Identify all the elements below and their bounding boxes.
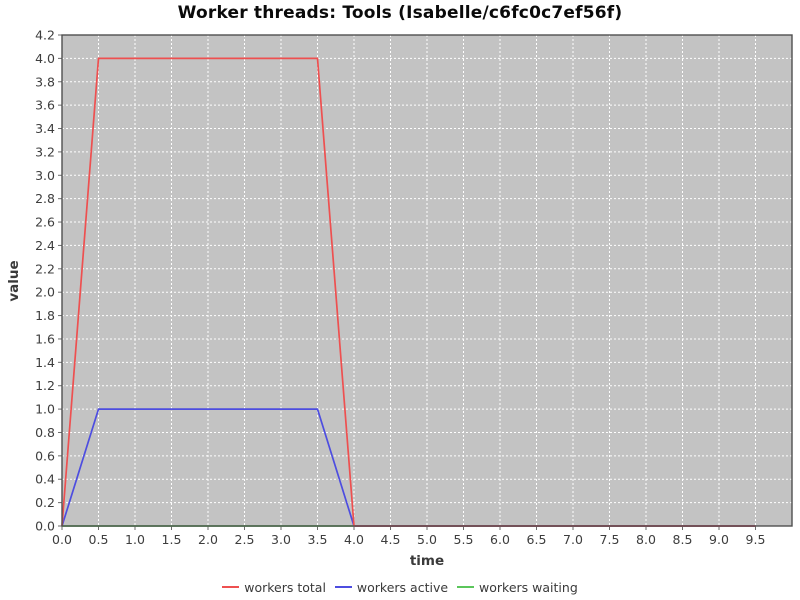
y-tick-label: 0.6 [35, 448, 55, 463]
y-tick-label: 1.6 [35, 331, 55, 346]
y-tick-label: 2.4 [35, 238, 55, 253]
y-tick-label: 0.2 [35, 495, 55, 510]
legend-item: workers active [334, 579, 449, 595]
legend-line-swatch [334, 586, 352, 588]
legend-label: workers active [356, 579, 449, 595]
x-axis-title: time [409, 553, 445, 569]
x-tick-label: 0.0 [52, 532, 72, 547]
chart-title: Worker threads: Tools (Isabelle/c6fc0c7e… [177, 3, 623, 23]
plot-canvas: 0.0 0.5 1.0 1.5 2.0 2.5 3.0 3.5 4.0 4.5 5.0 5.5 6.0 6… [35, 28, 793, 547]
y-tick-label: 1.0 [35, 402, 55, 417]
x-tick-label: 8.5 [673, 532, 693, 547]
x-tick-label: 2.5 [235, 532, 255, 547]
x-tick-label: 2.0 [198, 532, 218, 547]
y-axis-title: value [6, 260, 22, 302]
x-tick-label: 8.0 [636, 532, 656, 547]
legend-item: workers total [222, 580, 326, 595]
legend-line-swatch [457, 586, 475, 588]
y-tick-label: 2.0 [35, 285, 55, 300]
x-tick-label: 7.0 [563, 532, 583, 547]
x-tick-label: 4.0 [344, 532, 364, 547]
legend-label: workers waiting [479, 579, 578, 595]
y-tick-label: 2.2 [35, 261, 55, 276]
x-tick-label: 1.5 [162, 532, 182, 547]
y-tick-label: 3.8 [35, 74, 55, 89]
y-tick-label: 3.4 [35, 121, 55, 136]
y-tick-label: 3.0 [35, 168, 55, 183]
legend-line-swatch [222, 586, 240, 588]
y-tick-label: 2.8 [35, 191, 55, 206]
y-tick-label: 1.8 [35, 308, 55, 323]
x-tick-label: 4.5 [381, 532, 401, 547]
y-tick-label: 3.6 [35, 98, 55, 113]
x-tick-label: 1.0 [125, 532, 145, 547]
legend: workers total workers active workers waiti… [0, 577, 800, 597]
y-tick-label: 1.4 [35, 355, 55, 370]
x-tick-label: 6.0 [490, 532, 510, 547]
legend-label: workers total [244, 579, 326, 595]
plot-border [61, 34, 793, 527]
y-tick-label: 2.6 [35, 215, 55, 230]
x-tick-label: 9.5 [746, 532, 766, 547]
y-tick-label: 0.0 [35, 519, 55, 534]
y-tick-label: 3.2 [35, 144, 55, 159]
x-tick-label: 3.0 [271, 532, 291, 547]
x-tick-label: 5.5 [454, 532, 474, 547]
x-tick-label: 6.5 [527, 532, 547, 547]
x-tick-label: 5.0 [417, 532, 437, 547]
legend-item: workers waiting [457, 580, 578, 595]
y-tick-label: 0.4 [35, 472, 55, 487]
x-tick-label: 0.5 [89, 532, 109, 547]
x-tick-label: 7.5 [600, 532, 620, 547]
x-tick-label: 9.0 [709, 532, 729, 547]
y-tick-label: 4.2 [35, 28, 55, 43]
y-tick-label: 1.2 [35, 378, 55, 393]
y-tick-label: 0.8 [35, 425, 55, 440]
x-tick-label: 3.5 [308, 532, 328, 547]
y-tick-label: 4.0 [35, 51, 55, 66]
